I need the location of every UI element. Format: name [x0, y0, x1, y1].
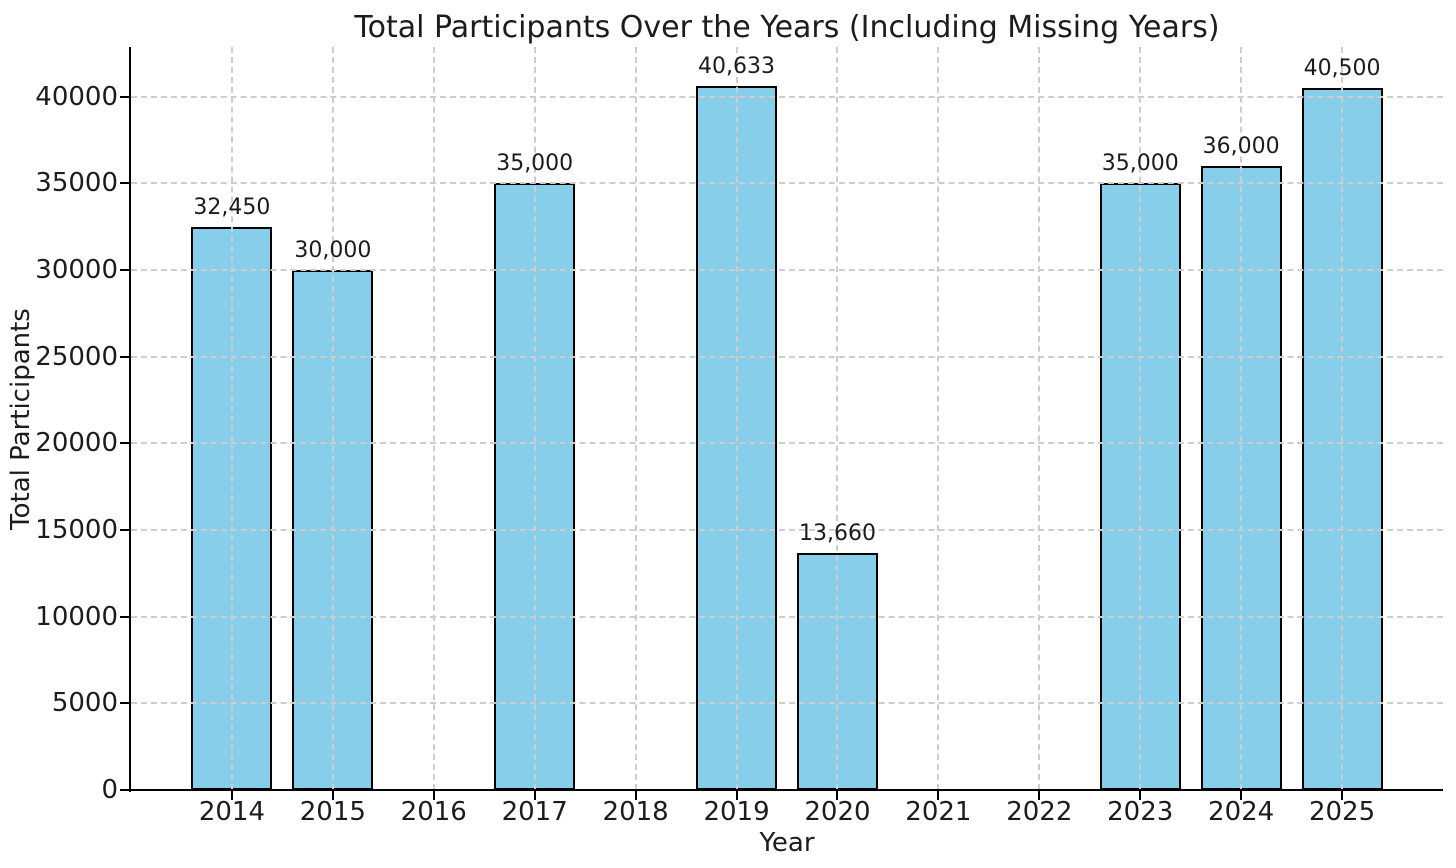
x-tick-label: 2025	[1308, 797, 1376, 827]
y-tick-label: 5000	[51, 688, 118, 719]
y-tick-mark	[120, 268, 129, 271]
x-tick-label: 2024	[1208, 797, 1275, 827]
y-tick-label: 20000	[35, 428, 118, 459]
x-tick-label: 2014	[198, 797, 266, 827]
y-tick-label: 0	[101, 775, 118, 805]
v-gridline	[331, 47, 334, 790]
x-tick-mark	[533, 791, 536, 800]
y-tick-label: 15000	[35, 514, 118, 545]
bar-value-label: 35,000	[1101, 151, 1179, 177]
x-tick-label: 2022	[1006, 797, 1073, 827]
v-gridline	[634, 47, 637, 790]
h-gridline	[131, 268, 1443, 271]
y-tick-label: 25000	[35, 341, 118, 372]
v-gridline	[937, 47, 940, 790]
x-tick-label: 2021	[905, 797, 972, 827]
chart-title: Total Participants Over the Years (Inclu…	[354, 10, 1220, 45]
v-gridline	[1139, 47, 1142, 790]
h-gridline	[131, 615, 1443, 618]
v-gridline	[735, 47, 738, 790]
x-tick-mark	[937, 791, 940, 800]
h-gridline	[131, 355, 1443, 358]
x-axis-title: Year	[759, 828, 815, 858]
x-tick-mark	[1240, 791, 1243, 800]
y-tick-label: 30000	[35, 254, 118, 285]
x-tick-label: 2016	[400, 797, 467, 827]
h-gridline	[131, 442, 1443, 445]
v-gridline	[230, 47, 233, 790]
bar-value-label: 40,500	[1303, 55, 1381, 81]
x-tick-mark	[1139, 791, 1142, 800]
v-gridline	[533, 47, 536, 790]
x-tick-mark	[836, 791, 839, 800]
y-axis-title-wrap: Total Participants	[4, 47, 38, 790]
bar-value-label: 13,660	[798, 521, 876, 547]
y-tick-mark	[120, 442, 129, 445]
y-tick-label: 40000	[35, 81, 118, 112]
y-tick-mark	[120, 528, 129, 531]
bar-value-label: 40,633	[698, 53, 776, 79]
y-tick-mark	[120, 615, 129, 618]
v-gridline	[836, 47, 839, 790]
bottom-spine	[129, 789, 1443, 791]
x-tick-mark	[432, 791, 435, 800]
x-tick-label: 2023	[1107, 797, 1174, 827]
x-tick-label: 2020	[804, 797, 871, 827]
y-tick-label: 10000	[35, 601, 118, 632]
bar-value-label: 36,000	[1202, 133, 1280, 159]
h-gridline	[131, 528, 1443, 531]
h-gridline	[131, 182, 1443, 185]
y-tick-mark	[120, 182, 129, 185]
bar-value-label: 35,000	[496, 151, 574, 177]
x-tick-label: 2015	[299, 797, 366, 827]
x-tick-label: 2018	[602, 797, 669, 827]
x-tick-mark	[1038, 791, 1041, 800]
plot-area	[131, 47, 1443, 790]
x-tick-mark	[634, 791, 637, 800]
v-gridline	[1341, 47, 1344, 790]
left-spine	[129, 47, 131, 792]
v-gridline	[1038, 47, 1041, 790]
h-gridline	[131, 702, 1443, 705]
y-tick-mark	[120, 95, 129, 98]
bar-value-label: 32,450	[193, 195, 271, 221]
y-tick-label: 35000	[35, 168, 118, 199]
v-gridline	[1240, 47, 1243, 790]
x-tick-mark	[735, 791, 738, 800]
x-tick-mark	[1341, 791, 1344, 800]
y-tick-mark	[120, 702, 129, 705]
y-tick-mark	[120, 789, 129, 791]
x-tick-mark	[331, 791, 334, 800]
bar-value-label: 30,000	[294, 237, 372, 263]
h-gridline	[131, 95, 1443, 98]
x-tick-label: 2019	[703, 797, 770, 827]
x-tick-label: 2017	[501, 797, 568, 827]
x-tick-mark	[230, 791, 233, 800]
y-tick-mark	[120, 355, 129, 358]
v-gridline	[432, 47, 435, 790]
